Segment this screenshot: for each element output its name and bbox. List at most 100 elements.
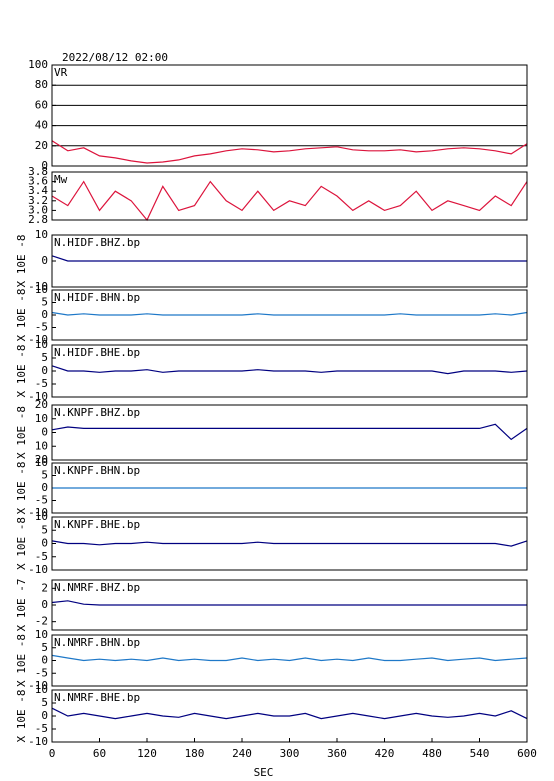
y-tick-label: 5 (41, 469, 48, 482)
y-axis-label: X 10E -8 (15, 406, 28, 459)
y-tick-label: 0 (41, 709, 48, 722)
series-label: N.NMRF.BHE.bp (54, 691, 140, 704)
y-tick-label: -5 (35, 666, 48, 679)
y-tick-label: 0 (41, 426, 48, 439)
y-tick-label: 5 (41, 641, 48, 654)
y-tick-label: 3.6 (28, 175, 48, 188)
series-label: N.NMRF.BHN.bp (54, 636, 140, 649)
x-tick-label: 600 (517, 747, 537, 760)
y-tick-label: 10 (35, 628, 48, 641)
y-tick-label: 0 (41, 481, 48, 494)
y-tick-label: 100 (28, 58, 48, 71)
data-line (51, 707, 528, 720)
chart-title: 2022/08/12 02:00 (62, 51, 168, 64)
y-tick-label: -5 (35, 722, 48, 735)
y-axis-label: X 10E -8 (15, 517, 28, 570)
y-tick-label: 0 (41, 364, 48, 377)
y-tick-label: 10 (35, 228, 48, 241)
y-tick-label: 10 (35, 510, 48, 523)
series-label: N.HIDF.BHE.bp (54, 346, 140, 359)
x-tick-label: 540 (470, 747, 490, 760)
series-label: N.HIDF.BHN.bp (54, 291, 140, 304)
y-tick-label: 60 (35, 98, 48, 111)
data-line (51, 423, 528, 441)
y-axis-label: X 10E -8 (15, 690, 28, 743)
y-tick-label: -10 (28, 679, 48, 692)
x-axis-label: SEC (254, 766, 274, 779)
y-axis-label: X 10E -8 (15, 462, 28, 515)
y-tick-label: 0 (41, 598, 48, 611)
data-line (51, 540, 528, 547)
data-line (51, 180, 528, 222)
x-tick-label: 300 (280, 747, 300, 760)
series-label: N.HIDF.BHZ.bp (54, 236, 140, 249)
y-tick-label: -5 (35, 550, 48, 563)
x-tick-label: 420 (375, 747, 395, 760)
data-line (51, 365, 528, 375)
x-tick-label: 120 (137, 747, 157, 760)
data-line (51, 311, 528, 316)
y-tick-label: -2 (35, 615, 48, 628)
x-tick-label: 240 (232, 747, 252, 760)
x-tick-label: 180 (185, 747, 205, 760)
y-tick-label: 2 (41, 581, 48, 594)
plot-frame (51, 462, 528, 514)
y-tick-label: 0 (41, 254, 48, 267)
y-tick-label: -10 (28, 563, 48, 576)
plot-frame (51, 404, 528, 461)
y-tick-label: 0 (41, 159, 48, 172)
y-tick-label: 5 (41, 351, 48, 364)
y-tick-label: -5 (35, 321, 48, 334)
y-tick-label: -10 (28, 735, 48, 748)
series-label: VR (54, 66, 68, 79)
y-tick-label: 10 (35, 412, 48, 425)
x-tick-label: 360 (327, 747, 347, 760)
plot-frame (51, 579, 528, 631)
data-line (51, 140, 528, 164)
plot-frame (51, 634, 528, 687)
y-tick-label: 3.0 (28, 203, 48, 216)
x-tick-label: 0 (49, 747, 56, 760)
y-tick-label: -10 (28, 280, 48, 293)
series-label: N.KNPF.BHE.bp (54, 518, 140, 531)
y-tick-label: 80 (35, 78, 48, 91)
y-tick-label: 10 (35, 283, 48, 296)
y-tick-label: 40 (35, 119, 48, 132)
y-tick-label: 10 (35, 338, 48, 351)
y-tick-label: 5 (41, 296, 48, 309)
y-tick-label: 5 (41, 523, 48, 536)
plot-frame (51, 344, 528, 398)
plot-frame (51, 171, 528, 221)
y-tick-label: 20 (35, 139, 48, 152)
y-tick-label: 0 (41, 654, 48, 667)
plot-frame (51, 234, 528, 288)
series-label: N.KNPF.BHZ.bp (54, 406, 140, 419)
x-tick-label: 60 (93, 747, 106, 760)
y-tick-label: 0 (41, 308, 48, 321)
y-tick-label: 3.2 (28, 194, 48, 207)
y-tick-label: 10 (35, 683, 48, 696)
data-line (51, 654, 528, 662)
x-tick-label: 480 (422, 747, 442, 760)
y-tick-label: 2.8 (28, 213, 48, 226)
y-tick-label: -10 (28, 333, 48, 346)
series-label: Mw (54, 173, 68, 186)
y-axis-label: X 10E -8 (15, 235, 28, 288)
y-axis-label: X 10E -8 (15, 345, 28, 398)
y-tick-label: -10 (28, 390, 48, 403)
series-label: N.NMRF.BHZ.bp (54, 581, 140, 594)
data-line (51, 600, 527, 606)
plot-frame (51, 64, 528, 167)
y-tick-label: 20 (35, 453, 48, 466)
y-tick-label: 0 (41, 537, 48, 550)
y-tick-label: 20 (35, 398, 48, 411)
y-tick-label: 10 (35, 456, 48, 469)
y-tick-label: -10 (28, 506, 48, 519)
y-axis-label: X 10E -8 (15, 634, 28, 687)
series-label: N.KNPF.BHN.bp (54, 464, 140, 477)
y-tick-label: 10 (35, 439, 48, 452)
y-tick-label: -5 (35, 494, 48, 507)
plot-frame (51, 516, 528, 571)
